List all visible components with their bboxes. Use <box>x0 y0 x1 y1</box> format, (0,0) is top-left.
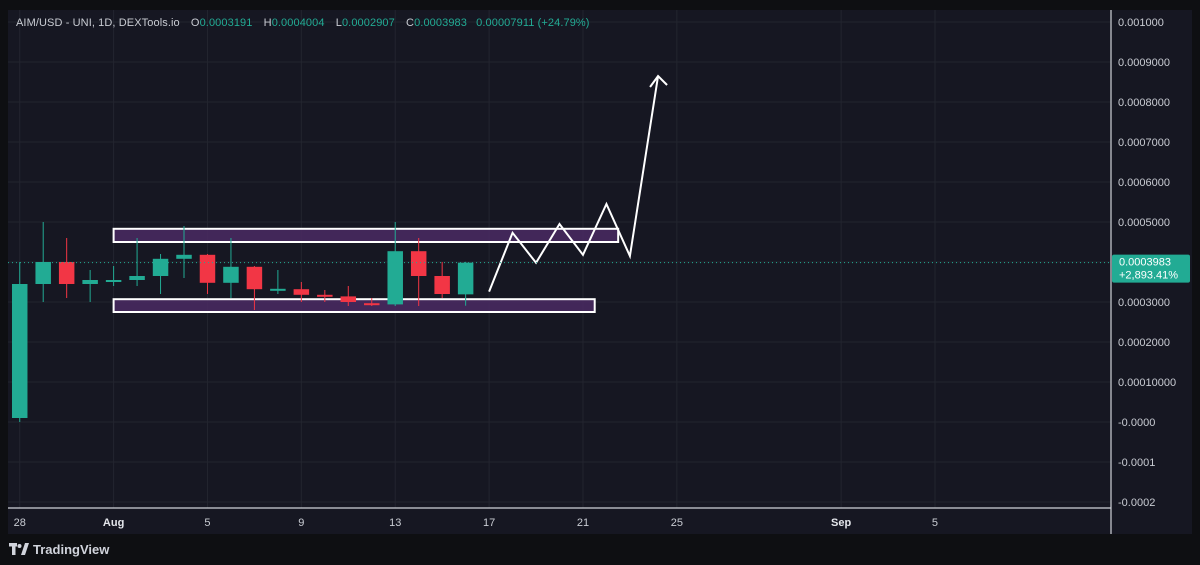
last-price-tag-bg <box>1112 254 1190 283</box>
price-axis-label: 0.0007000 <box>1118 137 1170 149</box>
close-value: 0.0003983 <box>414 17 467 29</box>
price-axis-label: 0.0009000 <box>1118 57 1170 69</box>
candle-body <box>105 280 122 282</box>
candle-body <box>246 266 263 290</box>
time-axis-label: 25 <box>671 517 683 529</box>
open-value: 0.0003191 <box>199 17 253 29</box>
high-value: 0.0004004 <box>271 17 325 29</box>
time-axis-label: 5 <box>204 517 210 529</box>
chart-frame: 0.001000 0.0009000 0.0008000 0.0007000 0.000… <box>8 10 1192 534</box>
candle-body <box>340 296 357 302</box>
price-axis-label: 0.0005000 <box>1118 217 1170 229</box>
time-axis: 28 Aug 5 9 13 17 21 25 Sep 5 <box>14 517 938 529</box>
price-axis-label: 0.00010000 <box>1118 377 1176 389</box>
time-axis-label: 17 <box>483 517 495 529</box>
price-axis-label: 0.0008000 <box>1118 97 1170 109</box>
price-axis-label: 0.001000 <box>1118 17 1164 29</box>
candle-body <box>387 251 403 305</box>
price-chart[interactable]: 0.001000 0.0009000 0.0008000 0.0007000 0.000… <box>8 10 1192 534</box>
candle-body <box>35 262 51 284</box>
candle-body <box>176 254 192 259</box>
projection-annotation <box>488 74 668 292</box>
tradingview-brand[interactable]: TradingView <box>9 541 109 557</box>
price-axis-label: -0.0001 <box>1118 457 1155 469</box>
low-key: L <box>335 17 342 29</box>
time-axis-label: 13 <box>389 517 401 529</box>
price-axis-label: -0.0000 <box>1118 417 1155 429</box>
range-zone <box>112 227 620 244</box>
candle-body <box>364 303 380 306</box>
time-axis-label: 28 <box>14 517 26 529</box>
price-axis-label: 0.0002000 <box>1118 337 1170 349</box>
candlestick-series <box>11 222 474 422</box>
price-axis-label: -0.0002 <box>1118 497 1155 509</box>
last-price-value: 0.0003983 <box>1119 257 1171 269</box>
candle-body <box>434 276 450 294</box>
price-axis-label: 0.0006000 <box>1118 177 1170 189</box>
candle-body <box>129 276 145 280</box>
time-axis-label: 21 <box>577 517 589 529</box>
last-price-tag: 0.0003983 +2,893.41% <box>1112 254 1190 283</box>
candle-body <box>11 284 28 418</box>
low-value: 0.0002907 <box>341 17 395 29</box>
candle-body <box>223 266 239 283</box>
candle-body <box>410 251 427 276</box>
projection-zigzag <box>488 75 660 292</box>
candle-body <box>457 262 474 295</box>
candle-body <box>152 258 169 276</box>
grid-lines <box>8 10 1111 508</box>
symbol-title: AIM/USD - UNI, 1D, DEXTools.io <box>16 17 180 29</box>
time-axis-label: 5 <box>932 517 938 529</box>
symbol-legend: AIM/USD - UNI, 1D, DEXTools.io O0.000319… <box>16 17 590 29</box>
time-axis-label: Aug <box>103 517 124 529</box>
high-key: H <box>263 17 272 29</box>
candle-body <box>58 262 75 284</box>
candle-body <box>270 288 286 291</box>
change-value: 0.00007911 (+24.79%) <box>476 17 590 29</box>
tradingview-logo-icon <box>9 543 29 555</box>
candle-body <box>317 294 333 297</box>
price-axis-label: 0.0003000 <box>1118 297 1170 309</box>
candle-body <box>293 289 310 295</box>
tradingview-label: TradingView <box>33 541 110 557</box>
close-key: C <box>406 17 415 29</box>
projection-arrowhead <box>649 74 668 88</box>
open-key: O <box>190 17 200 29</box>
candle-body <box>82 280 98 284</box>
range-zones <box>112 227 620 314</box>
candle-body <box>199 254 216 283</box>
time-axis-label: Sep <box>831 517 851 529</box>
time-axis-label: 9 <box>298 517 304 529</box>
price-axis: 0.001000 0.0009000 0.0008000 0.0007000 0.000… <box>1118 17 1176 509</box>
last-price-change: +2,893.41% <box>1119 270 1178 282</box>
